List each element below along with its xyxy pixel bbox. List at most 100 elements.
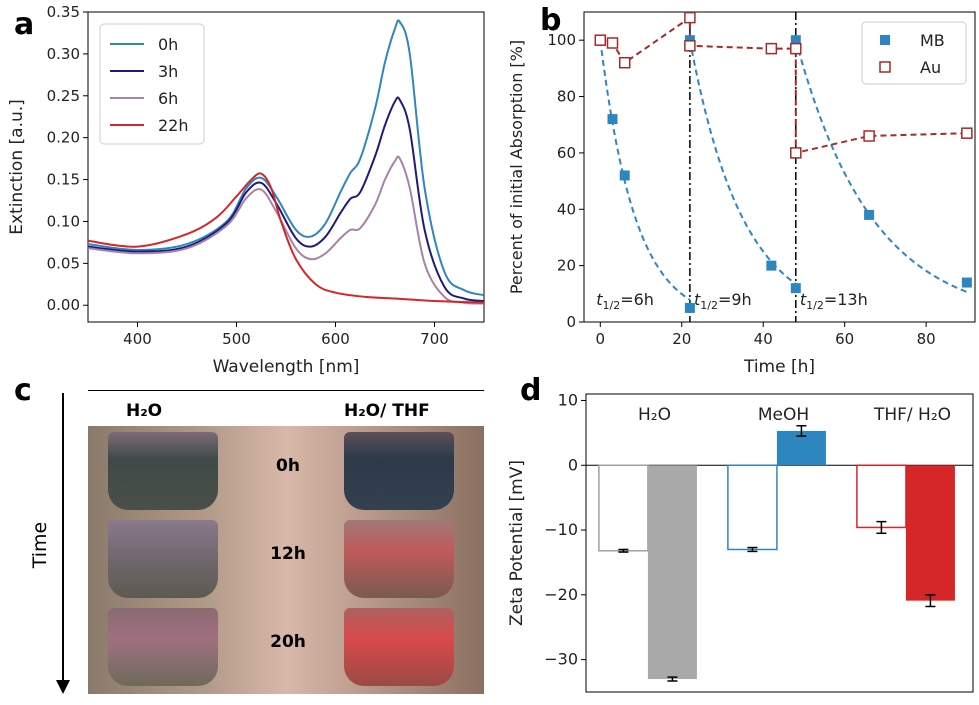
half-life-annotation: t1/2=13h [800,290,868,312]
y-tick-label: −30 [544,650,578,669]
legend-label: 6h [158,89,178,108]
vial-h2o-thf [344,520,454,598]
vial-row-0h: 0h [88,426,484,512]
time-axis-label: Time [29,522,51,570]
x-tick-label: 500 [222,330,251,348]
bar-filled [647,465,697,680]
y-tick-label: 0.30 [47,45,80,63]
x-axis-label: Time [h] [743,357,815,377]
vial-h2o-thf [344,432,454,510]
y-tick-label: 40 [557,200,576,218]
photo-panel: H₂O H₂O/ THF 0h 12h 20h [88,390,484,694]
vial-h2o [108,432,218,510]
legend-label: 0h [158,35,178,54]
plot-frame [87,11,485,323]
au-connecting-line [600,15,967,155]
vial-row-20h: 20h [88,602,484,688]
x-tick-label: 80 [917,330,936,348]
x-tick-label: 400 [123,330,152,348]
vial-h2o [108,608,218,686]
half-life-annotation: t1/2=9h [694,290,752,312]
y-tick-label: 60 [557,144,576,162]
mb-fit-curve [599,40,691,301]
mb-point [619,170,630,181]
x-tick-label: 700 [420,330,449,348]
row-label-0h: 0h [276,456,300,476]
category-label: H₂O [638,405,671,425]
mb-point [684,302,695,313]
vial-photograph: 0h 12h 20h [88,426,484,694]
y-tick-label: 0.05 [47,254,80,272]
bar-filled [905,465,955,601]
au-point [594,34,607,46]
photo-header-left: H₂O [126,401,163,421]
au-point [684,11,696,24]
au-point [790,42,802,55]
mb-fit-curve [794,39,968,293]
photo-header-right: H₂O/ THF [344,401,430,421]
au-point [684,40,696,52]
half-life-annotation: t1/2=6h [596,290,654,312]
category-label: MeOH [758,405,809,425]
legend-box [861,21,967,85]
category-label: THF/ H₂O [873,405,951,425]
row-label-12h: 12h [270,544,306,564]
y-tick-label: 10 [558,390,578,409]
mb-point [961,277,972,288]
x-tick-label: 0 [596,330,606,348]
y-tick-label: 20 [557,257,576,275]
row-label-20h: 20h [270,632,306,652]
legend-label: MB [920,31,945,50]
panel-label: a [14,7,34,42]
y-tick-label: 0.35 [47,3,80,21]
series-line-3h [87,96,485,303]
y-tick-label: 0.00 [47,296,80,314]
y-tick-label: 80 [557,88,576,106]
y-tick-label: −10 [544,520,578,539]
legend-label: 3h [158,62,178,81]
legend-label: Au [920,58,941,77]
au-point [961,127,973,139]
vial-h2o-thf [344,608,454,686]
mb-point [790,283,801,294]
y-tick-label: 0.10 [47,212,80,230]
plot-frame [583,11,976,323]
x-tick-label: 60 [835,330,854,348]
y-tick-label: 100 [547,31,576,49]
mb-point [607,114,618,125]
time-arrow-head [56,680,70,694]
bar-outline [598,464,649,552]
au-point [765,42,778,55]
x-tick-label: 600 [321,330,350,348]
x-axis-label: Wavelength [nm] [213,357,360,377]
legend-box [99,23,205,145]
au-point [618,56,631,69]
mb-point [766,260,777,271]
au-point [863,130,875,142]
bar-outline [856,464,907,529]
y-tick-label: 0.25 [47,87,80,105]
panel-label: b [540,3,561,38]
vial-h2o [108,520,218,598]
plot-frame [585,393,974,693]
y-tick-label: 0.15 [47,171,80,189]
x-tick-label: 20 [672,330,691,348]
y-tick-label: −20 [544,585,578,604]
panel-label: c [14,373,32,408]
legend-swatch [880,35,890,45]
mb-point [790,35,801,46]
legend-label: 22h [158,116,189,135]
photo-header: H₂O H₂O/ THF [88,390,484,427]
mb-fit-curve [688,39,797,285]
series-line-0h [87,19,485,297]
y-tick-label: 0.20 [47,129,80,147]
y-axis-label: Zeta Potential [mV] [507,460,527,626]
series-line-6h [87,155,485,305]
x-tick-label: 40 [754,330,773,348]
panel-label: d [520,373,541,408]
au-point [790,147,802,159]
y-tick-label: 0 [566,313,576,331]
legend-swatch [879,61,891,73]
